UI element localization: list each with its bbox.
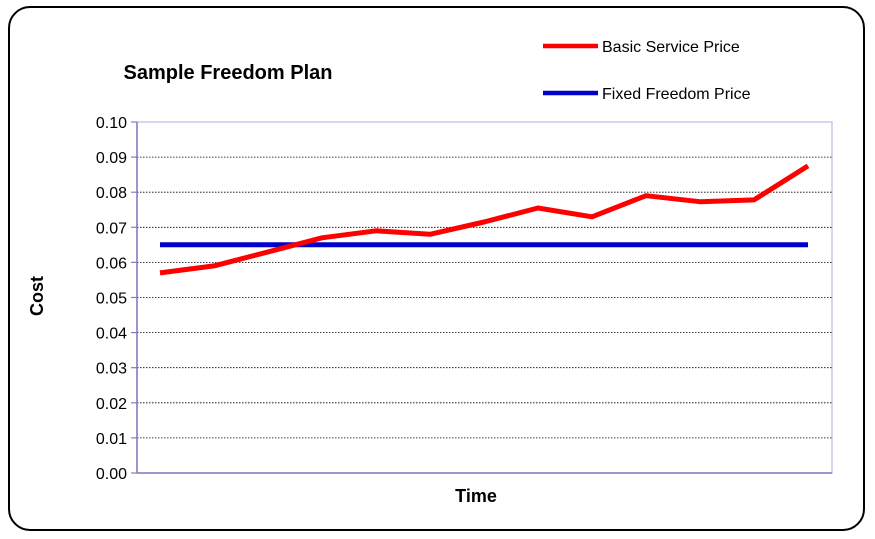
y-tick-label: 0.04 (96, 326, 127, 343)
y-tick-label: 0.01 (96, 431, 127, 448)
y-tick-label: 0.07 (96, 220, 127, 237)
chart-title: Sample Freedom Plan (124, 62, 333, 84)
x-axis-title: Time (455, 486, 497, 506)
series-layer (159, 163, 810, 276)
y-tick-label: 0.09 (96, 150, 127, 167)
legend: Basic Service Price Fixed Freedom Price (543, 39, 751, 103)
legend-label: Fixed Freedom Price (602, 86, 751, 103)
plot-area (136, 121, 833, 474)
y-axis-ticks: 0.00 0.01 0.02 0.03 0.04 0.05 0.06 0.07 0.08 0.09… (96, 115, 137, 483)
y-tick-label: 0.00 (96, 466, 127, 483)
series-line-basic-service-price (159, 163, 810, 276)
y-tick-label: 0.05 (96, 291, 127, 308)
y-tick-label: 0.06 (96, 255, 127, 272)
gridlines (137, 156, 832, 474)
y-tick-label: 0.10 (96, 115, 127, 132)
legend-label: Basic Service Price (602, 39, 740, 56)
y-tick-label: 0.02 (96, 396, 127, 413)
y-tick-label: 0.08 (96, 185, 127, 202)
y-axis-title: Cost (27, 276, 47, 316)
y-tick-label: 0.03 (96, 361, 127, 378)
